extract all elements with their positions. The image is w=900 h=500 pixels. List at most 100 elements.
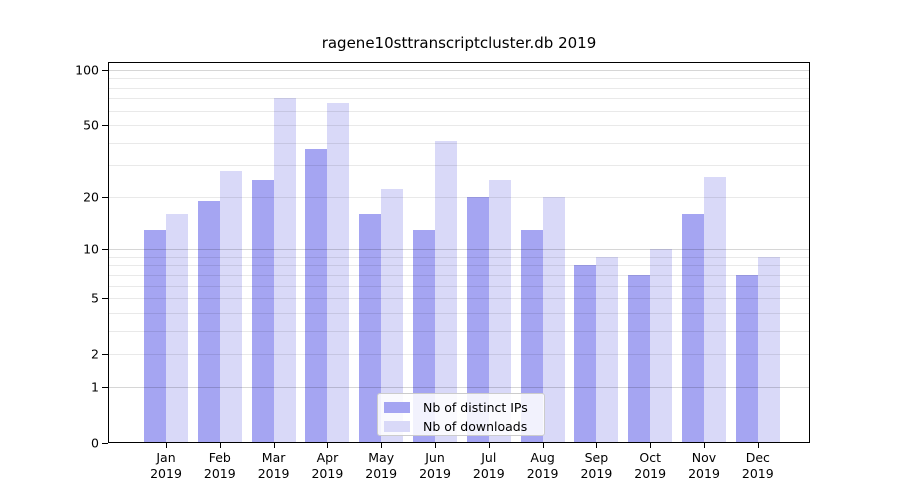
legend-item: Nb of distinct IPs (384, 399, 544, 415)
legend-swatch-distinct-ips (384, 401, 410, 413)
x-tick-year: 2019 (688, 466, 720, 481)
x-tick-year: 2019 (365, 466, 398, 481)
bar-distinct-ips-feb (197, 200, 220, 443)
x-tick-mark (757, 443, 759, 448)
y-axis-tick-label: 5 (91, 290, 99, 306)
x-tick-year: 2019 (741, 466, 774, 481)
y-axis-tick-label: 0 (91, 435, 99, 451)
bar-distinct-ips-sep (574, 265, 597, 443)
y-tick-mark (102, 249, 108, 251)
grid-line (108, 312, 810, 314)
bar-distinct-ips-apr (305, 148, 328, 443)
grid-line (108, 354, 810, 356)
x-axis-tick-label: Aug 2019 (511, 450, 575, 482)
grid-line-major (108, 386, 810, 388)
grid-line-major (108, 249, 810, 251)
bar-distinct-ips-may (359, 213, 382, 443)
y-axis-tick-label: 20 (83, 189, 99, 205)
grid-line (108, 110, 810, 112)
x-tick-year: 2019 (257, 466, 290, 481)
y-tick-mark (102, 125, 108, 127)
grid-line (108, 256, 810, 258)
x-tick-mark (488, 443, 490, 448)
x-axis-tick-label: Dec 2019 (726, 450, 790, 482)
grid-line (108, 330, 810, 332)
bar-distinct-ips-oct (628, 274, 651, 443)
x-tick-year: 2019 (472, 466, 505, 481)
x-tick-month: Mar (261, 450, 286, 465)
x-tick-month: Jan (156, 450, 176, 465)
bar-distinct-ips-aug (520, 229, 543, 443)
bar-downloads-aug (542, 196, 565, 443)
legend-label-distinct-ips: Nb of distinct IPs (423, 399, 528, 415)
grid-line (108, 298, 810, 300)
x-tick-month: Oct (639, 450, 661, 465)
legend-swatch-downloads (384, 420, 410, 432)
x-axis-tick-label: Feb 2019 (188, 450, 252, 482)
x-tick-month: Jun (425, 450, 445, 465)
grid-line (108, 274, 810, 276)
x-tick-month: Apr (316, 450, 339, 465)
bar-downloads-mar (273, 98, 296, 443)
x-tick-month: Aug (530, 450, 555, 465)
x-axis-tick-label: Jun 2019 (403, 450, 467, 482)
x-tick-year: 2019 (580, 466, 613, 481)
bar-downloads-jul (488, 179, 511, 443)
x-axis-tick-label: Apr 2019 (295, 450, 359, 482)
grid-line (108, 165, 810, 167)
bar-downloads-jun (435, 140, 457, 443)
y-axis-tick-label: 1 (91, 379, 99, 395)
legend-label-downloads: Nb of downloads (423, 418, 528, 434)
grid-line (108, 87, 810, 89)
x-tick-year: 2019 (419, 466, 451, 481)
bar-distinct-ips-jan (144, 229, 166, 443)
y-tick-mark (102, 354, 108, 356)
x-tick-year: 2019 (526, 466, 559, 481)
y-tick-mark (102, 196, 108, 198)
x-axis-tick-label: Oct 2019 (618, 450, 682, 482)
y-tick-mark (102, 443, 108, 444)
y-tick-mark (102, 298, 108, 300)
bar-downloads-may (381, 189, 404, 443)
legend-item: Nb of downloads (384, 418, 544, 434)
x-axis-tick-label: Nov 2019 (672, 450, 736, 482)
legend: Nb of distinct IPs Nb of downloads (377, 393, 545, 436)
x-tick-year: 2019 (150, 466, 182, 481)
x-axis-tick-label: Jan 2019 (134, 450, 198, 482)
bar-distinct-ips-nov (682, 213, 704, 443)
x-tick-month: Feb (208, 450, 231, 465)
x-tick-month: Dec (745, 450, 770, 465)
grid-line (108, 142, 810, 144)
x-axis-tick-label: Jul 2019 (457, 450, 521, 482)
bar-downloads-sep (596, 256, 619, 443)
x-tick-mark (435, 443, 436, 448)
chart-title: ragene10sttranscriptcluster.db 2019 (321, 34, 597, 52)
x-tick-year: 2019 (203, 466, 236, 481)
x-axis-tick-label: Sep 2019 (564, 450, 628, 482)
grid-line-major (108, 69, 810, 71)
plot-area: Nb of distinct IPs Nb of downloads Jan 20… (75, 62, 810, 481)
y-axis-tick-label: 100 (75, 62, 99, 78)
grid-line (108, 125, 810, 127)
grid-line (108, 265, 810, 267)
x-tick-month: Jul (481, 450, 497, 465)
grid-line (108, 78, 810, 80)
bar-downloads-jan (166, 213, 188, 443)
x-tick-mark (219, 443, 221, 448)
x-axis-tick-label: Mar 2019 (242, 450, 306, 482)
bar-downloads-apr (327, 103, 350, 443)
x-tick-mark (381, 443, 383, 448)
grid-line (108, 98, 810, 100)
x-tick-mark (650, 443, 652, 448)
x-axis-tick-label: May 2019 (349, 450, 413, 482)
bar-downloads-feb (219, 170, 242, 443)
y-axis-tick-label: 10 (83, 241, 99, 257)
x-tick-mark (166, 443, 167, 448)
grid-line (108, 285, 810, 287)
x-tick-mark (273, 443, 275, 448)
x-tick-year: 2019 (311, 466, 344, 481)
bar-downloads-dec (757, 256, 780, 443)
x-tick-month: May (368, 450, 395, 465)
bar-distinct-ips-jun (413, 229, 435, 443)
